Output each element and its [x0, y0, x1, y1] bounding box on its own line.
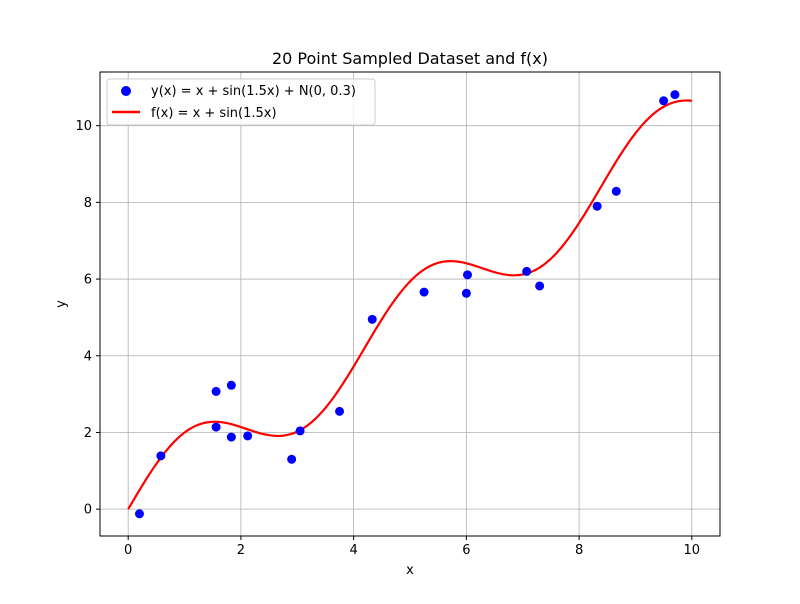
scatter-point	[535, 281, 545, 291]
f-x-curve	[127, 99, 692, 510]
scatter-point	[659, 96, 669, 106]
scatter-point	[419, 287, 429, 297]
chart-title: 20 Point Sampled Dataset and f(x)	[272, 49, 548, 68]
legend-label-line: f(x) = x + sin(1.5x)	[151, 106, 277, 121]
y-tick-label: 8	[84, 196, 92, 211]
scatter-point	[156, 451, 166, 461]
y-tick-label: 0	[84, 503, 92, 518]
plot-frame	[99, 71, 721, 537]
scatter-point	[211, 386, 221, 396]
x-axis-label: x	[406, 563, 414, 578]
scatter-point	[462, 270, 472, 280]
x-tick-label: 4	[349, 543, 357, 558]
x-tick-label: 0	[124, 543, 132, 558]
legend: y(x) = x + sin(1.5x) + N(0, 0.3) f(x) = …	[106, 78, 376, 126]
series-layer	[127, 90, 692, 519]
scatter-point	[461, 288, 471, 298]
axis-ticks: 0 2 4 6 8 10 0 2 4 6 8 10	[75, 119, 700, 558]
scatter-point	[226, 432, 236, 442]
x-tick-label: 10	[684, 543, 701, 558]
grid-lines	[100, 72, 720, 536]
y-tick-label: 4	[84, 349, 92, 364]
y-tick-label: 6	[84, 273, 92, 288]
legend-marker-scatter	[121, 86, 131, 96]
legend-box	[106, 78, 376, 126]
legend-label-scatter: y(x) = x + sin(1.5x) + N(0, 0.3)	[151, 84, 356, 99]
scatter-point	[592, 201, 602, 211]
scatter-point	[367, 314, 377, 324]
scatter-point	[243, 431, 253, 441]
scatter-point	[335, 406, 345, 416]
x-tick-label: 8	[575, 543, 583, 558]
scatter-point	[522, 266, 532, 276]
x-tick-label: 2	[237, 543, 245, 558]
scatter-point	[134, 509, 144, 519]
x-tick-label: 6	[462, 543, 470, 558]
scatter-point	[211, 422, 221, 432]
scatter-point	[287, 454, 297, 464]
scatter-point	[295, 426, 305, 436]
y-axis-label: y	[54, 300, 69, 308]
scatter-point	[611, 186, 621, 196]
y-tick-label: 2	[84, 426, 92, 441]
scatter-point	[670, 90, 680, 100]
y-tick-label: 10	[75, 119, 92, 134]
scatter-point	[226, 380, 236, 390]
